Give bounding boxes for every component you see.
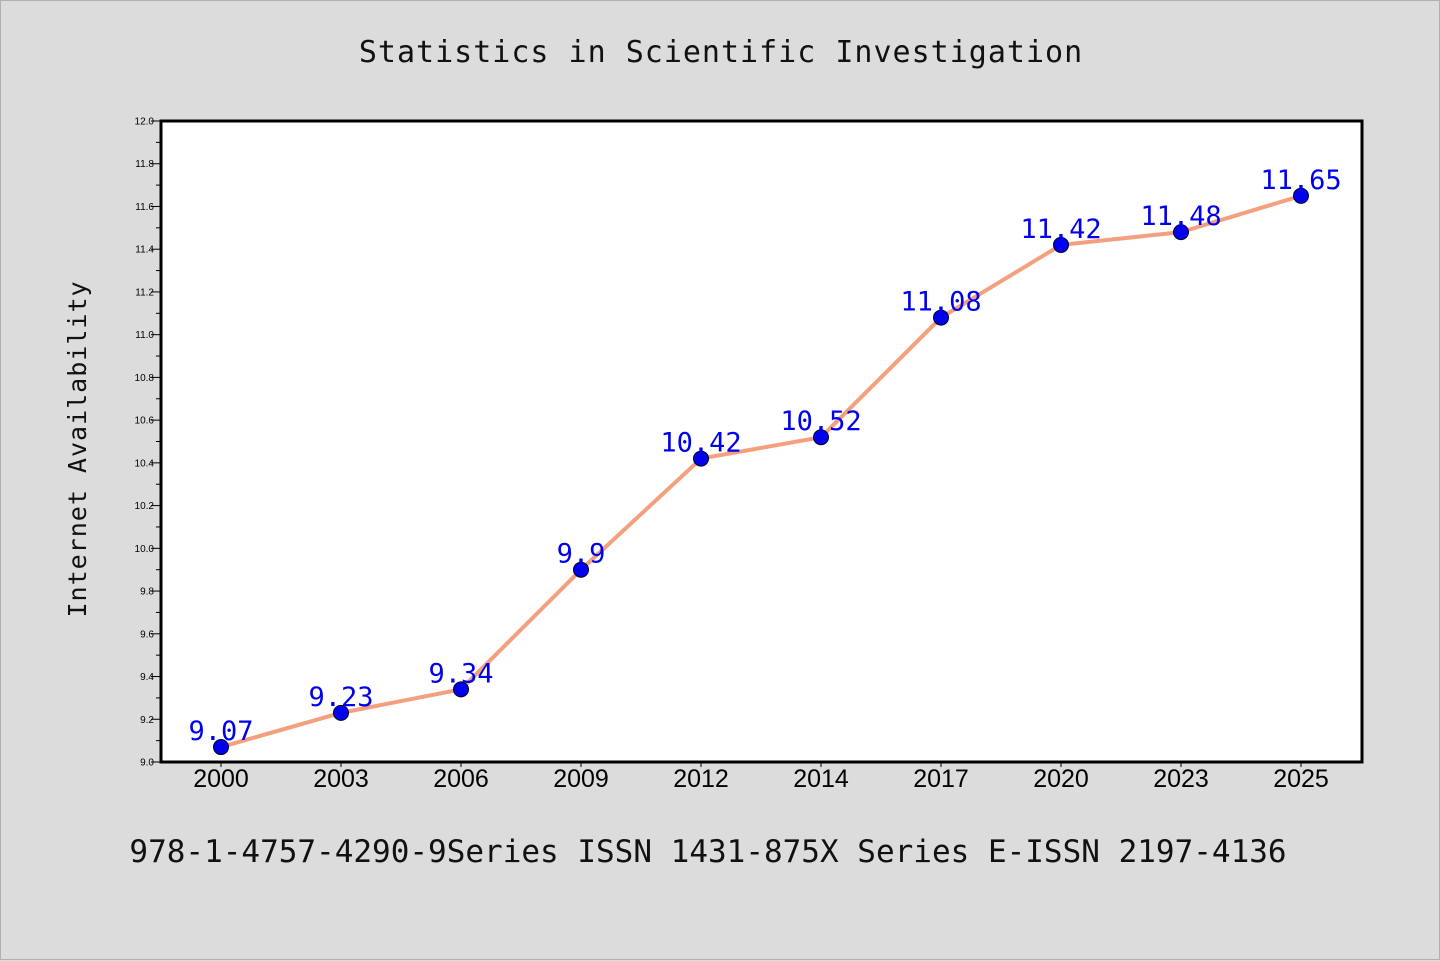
series-line — [219, 193, 1303, 750]
plot-area — [161, 121, 1362, 762]
x-tick-label: 2025 — [1273, 765, 1329, 793]
data-point — [1173, 224, 1189, 241]
data-point — [453, 681, 469, 698]
footer-text: 978-1-4757-4290-9Series ISSN 1431-875X S… — [129, 834, 1287, 870]
x-tick-label: 2006 — [433, 765, 489, 793]
x-tick-label: 2023 — [1153, 765, 1209, 793]
y-tick-label: 10.6 — [135, 416, 155, 427]
y-tick-label: 9.4 — [140, 672, 154, 683]
data-label: 9.9 — [557, 539, 606, 570]
x-tick-label: 2003 — [313, 765, 369, 793]
y-axis-label: Internet Availability — [63, 280, 92, 617]
x-tick-label: 2000 — [193, 765, 249, 793]
data-point — [1053, 236, 1069, 253]
data-label: 10.42 — [660, 428, 741, 459]
y-tick-label: 10.8 — [135, 373, 155, 384]
y-tick-label: 10.0 — [135, 544, 155, 555]
y-tick-label: 11.2 — [135, 287, 154, 298]
data-label: 11.65 — [1260, 165, 1341, 196]
y-tick-label: 9.6 — [140, 629, 154, 640]
data-point — [1293, 187, 1309, 204]
x-tick-label: 2009 — [553, 765, 609, 793]
x-tick-label: 2012 — [673, 765, 729, 793]
y-tick-label: 9.2 — [140, 715, 154, 726]
data-label: 11.48 — [1140, 201, 1221, 232]
data-label: 10.52 — [780, 406, 861, 437]
y-tick-label: 11.0 — [135, 330, 154, 341]
y-tick-label: 10.4 — [135, 458, 155, 469]
y-tick-label: 11.8 — [135, 159, 154, 170]
y-tick-label: 10.2 — [135, 501, 155, 512]
x-tick-label: 2020 — [1033, 765, 1089, 793]
data-point — [213, 739, 229, 756]
data-point — [333, 704, 349, 721]
y-tick-label: 9.8 — [140, 587, 154, 598]
data-point — [693, 450, 709, 467]
data-label: 9.23 — [308, 682, 373, 713]
data-label: 11.08 — [900, 287, 981, 318]
data-point — [573, 561, 589, 578]
y-tick-label: 9.0 — [140, 758, 154, 769]
x-tick-label: 2014 — [793, 765, 849, 793]
data-point — [933, 309, 949, 326]
data-point — [813, 429, 829, 446]
data-label: 9.07 — [188, 716, 253, 747]
y-tick-label: 12.0 — [135, 117, 155, 128]
x-tick-label: 2017 — [913, 765, 969, 793]
data-label: 9.34 — [428, 658, 493, 689]
data-label: 11.42 — [1020, 214, 1101, 245]
y-tick-label: 11.4 — [135, 245, 154, 256]
y-tick-label: 11.6 — [135, 202, 154, 213]
chart-title: Statistics in Scientific Investigation — [358, 35, 1084, 70]
